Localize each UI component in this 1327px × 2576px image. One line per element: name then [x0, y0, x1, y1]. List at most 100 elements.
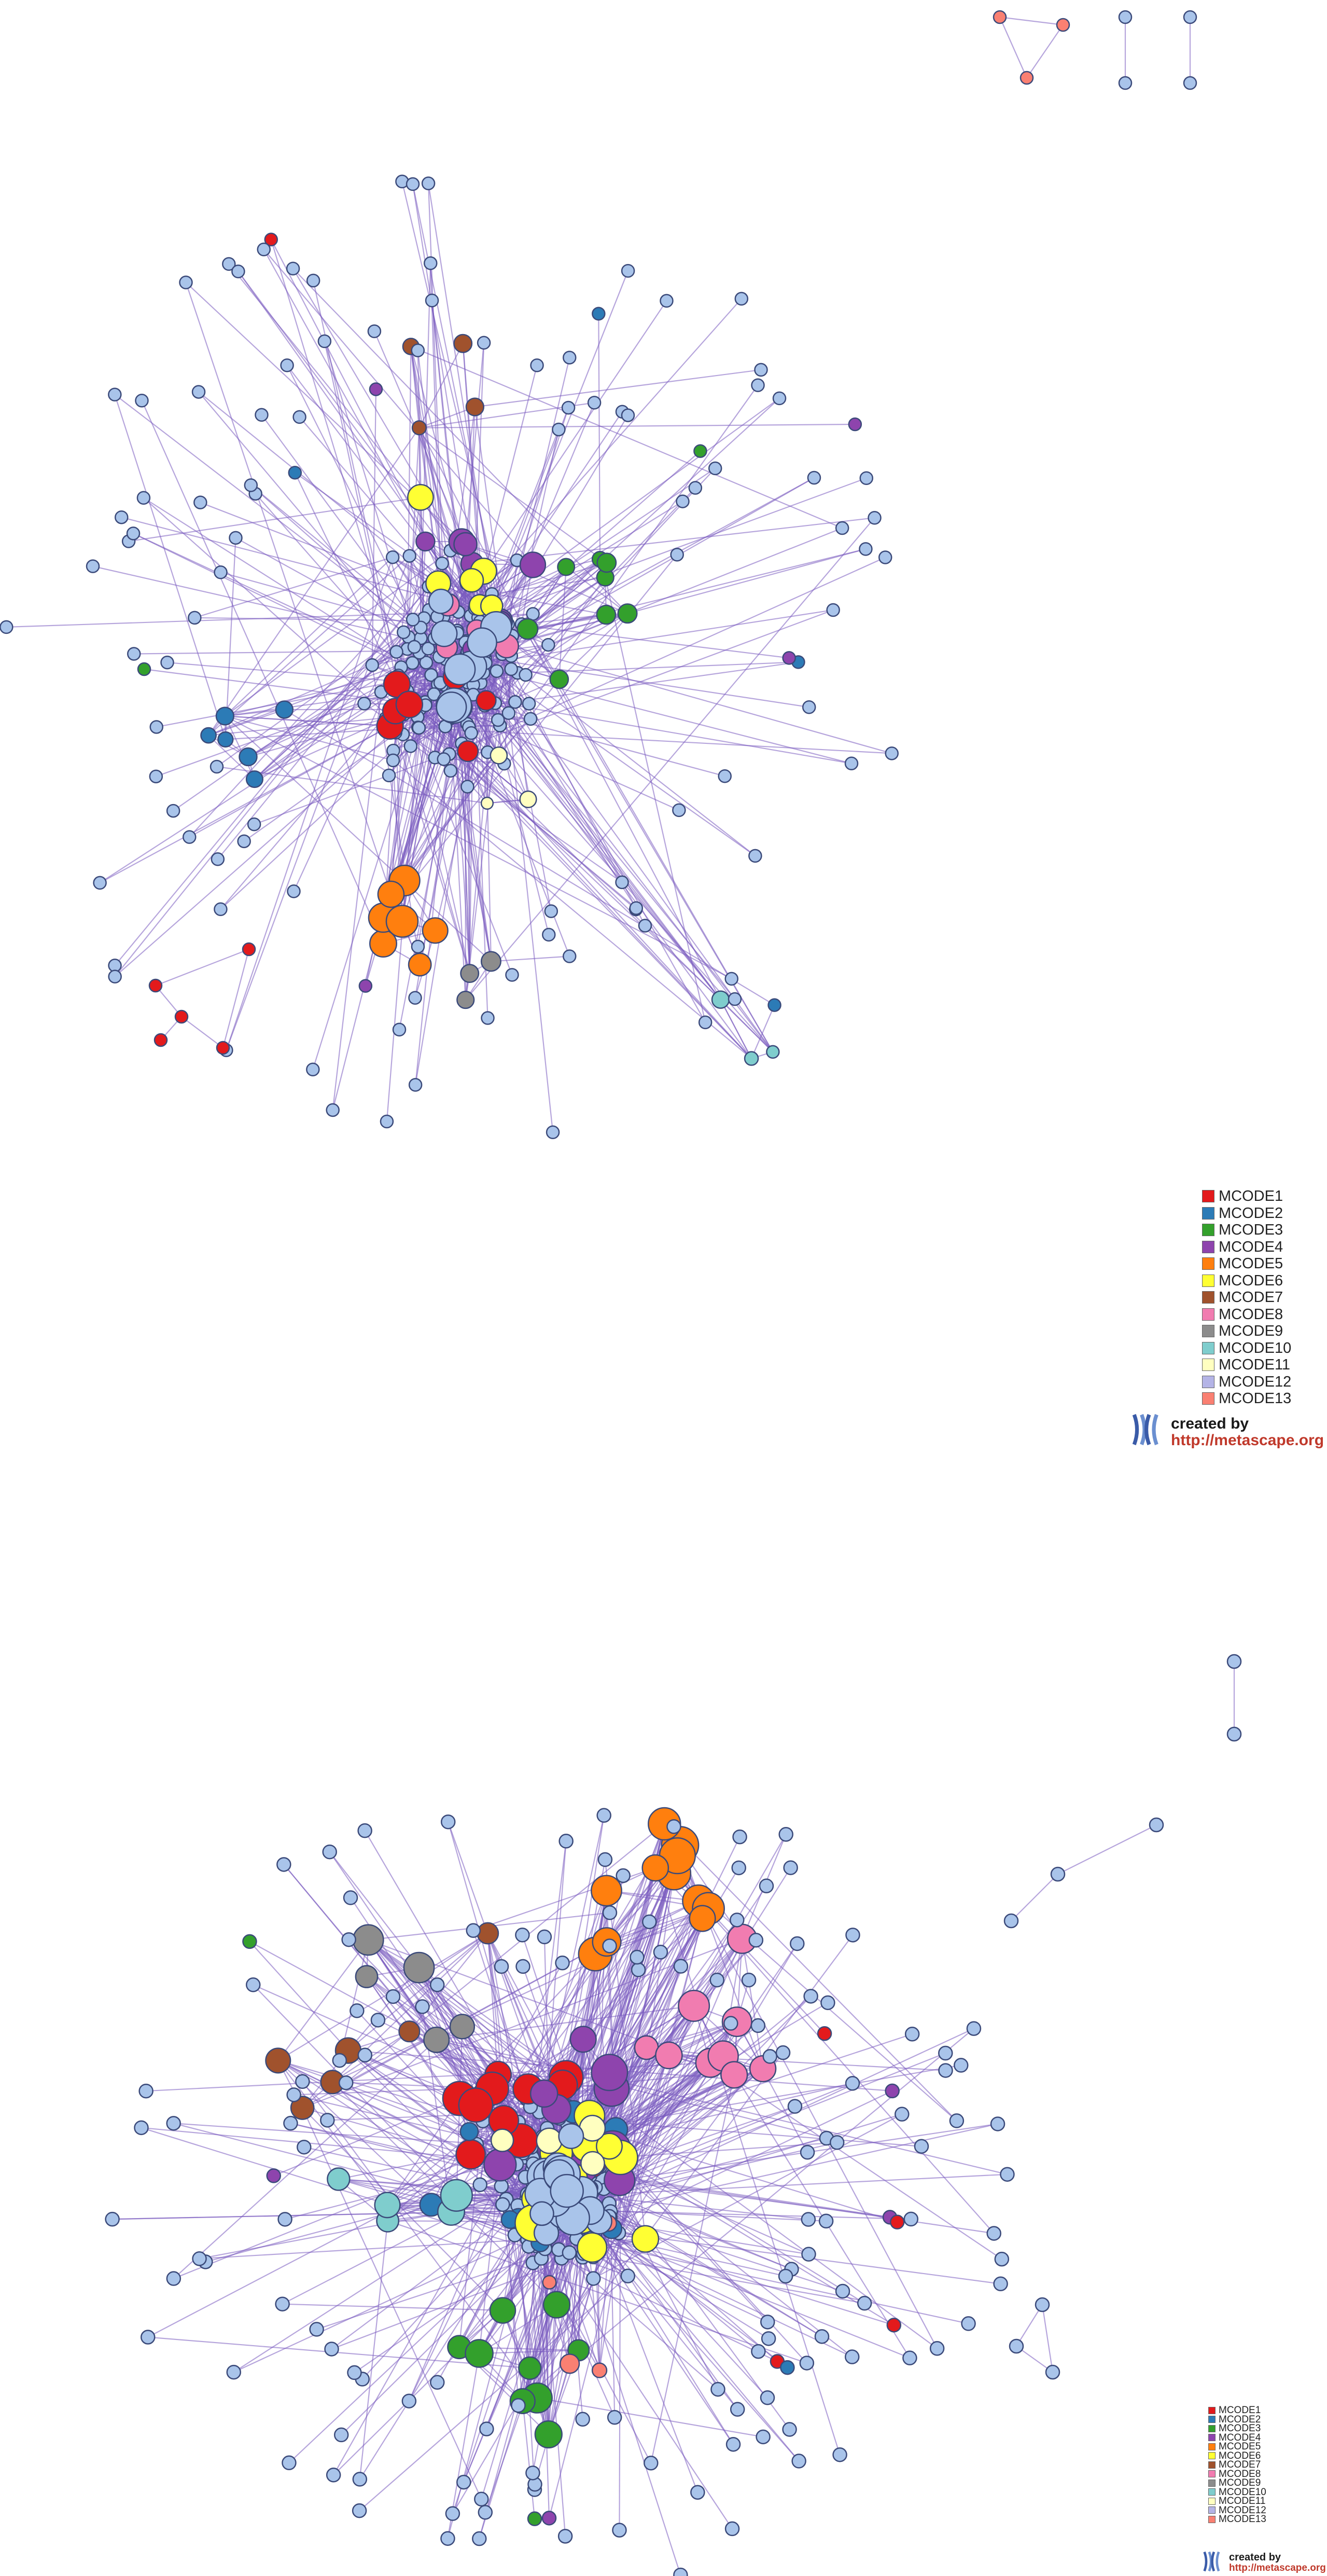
node: [655, 2041, 683, 2070]
edge: [481, 450, 701, 643]
edge: [368, 1939, 567, 2078]
edge: [286, 365, 472, 733]
node: [537, 1929, 552, 1945]
node: [408, 1078, 423, 1092]
node: [280, 358, 294, 372]
node: [265, 2047, 291, 2074]
node: [641, 1914, 657, 1930]
node: [465, 397, 484, 417]
edge: [141, 2127, 562, 2259]
edge: [194, 557, 393, 618]
legend-label: MCODE4: [1219, 2432, 1261, 2443]
node: [868, 511, 882, 525]
badge-url[interactable]: http://metascape.org: [1171, 1431, 1324, 1449]
node: [1226, 1726, 1242, 1742]
node: [689, 1905, 716, 1932]
edge: [324, 341, 398, 685]
node: [676, 494, 690, 508]
edge: [679, 1845, 764, 2069]
node: [615, 875, 629, 890]
node: [555, 1955, 570, 1971]
node: [421, 176, 436, 190]
edge: [277, 2060, 519, 2220]
edge: [1057, 1824, 1157, 1875]
node: [217, 731, 234, 748]
node: [179, 275, 193, 289]
node: [135, 393, 149, 408]
node: [214, 902, 228, 917]
edge: [407, 427, 420, 649]
node: [192, 2251, 207, 2266]
node: [803, 1989, 818, 2004]
edge: [273, 2098, 460, 2177]
node: [634, 2035, 659, 2060]
edge: [393, 613, 628, 751]
node: [134, 2120, 149, 2136]
edge: [558, 2249, 865, 2304]
legend-label: MCODE5: [1219, 2441, 1261, 2452]
node: [673, 1959, 689, 1974]
edge: [181, 1016, 224, 1048]
edge: [6, 611, 459, 628]
node: [710, 2381, 725, 2397]
node: [1000, 2167, 1015, 2182]
node: [226, 2364, 242, 2380]
node: [443, 764, 458, 778]
edge: [324, 341, 450, 755]
node: [542, 2291, 571, 2319]
node: [242, 942, 256, 957]
node: [333, 2427, 349, 2443]
edge: [390, 714, 405, 895]
node: [800, 2144, 815, 2160]
node: [525, 2466, 540, 2481]
node: [209, 759, 224, 774]
legend-item: MCODE6: [1208, 2451, 1266, 2460]
node: [544, 904, 558, 918]
node: [541, 638, 555, 652]
edge: [225, 715, 732, 979]
edge: [736, 2021, 808, 2153]
node: [596, 604, 617, 625]
edge: [1026, 24, 1064, 78]
edge: [254, 774, 389, 825]
node: [542, 2275, 557, 2290]
node: [732, 1829, 747, 1845]
node: [698, 1015, 713, 1030]
node: [160, 655, 174, 670]
node: [424, 668, 438, 682]
edge: [199, 2195, 536, 2260]
edge: [437, 616, 774, 1052]
edge: [491, 955, 570, 962]
node: [690, 2485, 705, 2500]
node: [744, 1051, 759, 1066]
node: [620, 2268, 636, 2283]
node: [818, 2213, 834, 2229]
edge: [567, 2028, 974, 2218]
edge: [537, 2397, 763, 2437]
legend-swatch: [1202, 1224, 1214, 1237]
edge: [225, 537, 236, 740]
node: [389, 645, 403, 659]
node: [1226, 1654, 1242, 1669]
node: [229, 531, 243, 545]
edge: [143, 497, 468, 787]
node: [724, 972, 738, 986]
node: [445, 2506, 460, 2521]
node: [385, 550, 400, 564]
edge: [114, 586, 429, 966]
node: [780, 2360, 795, 2375]
edge: [121, 517, 475, 610]
node: [961, 2316, 976, 2331]
badge-url[interactable]: http://metascape.org: [1229, 2563, 1326, 2574]
node: [993, 2276, 1008, 2292]
edge: [419, 423, 855, 428]
node: [406, 613, 420, 627]
node: [494, 1959, 509, 1974]
legend-item: MCODE10: [1202, 1340, 1291, 1357]
node: [149, 720, 164, 734]
node: [844, 2349, 860, 2364]
node: [338, 2075, 354, 2090]
edge: [141, 400, 384, 944]
legend-label: MCODE9: [1219, 2477, 1261, 2488]
node: [577, 2232, 608, 2263]
